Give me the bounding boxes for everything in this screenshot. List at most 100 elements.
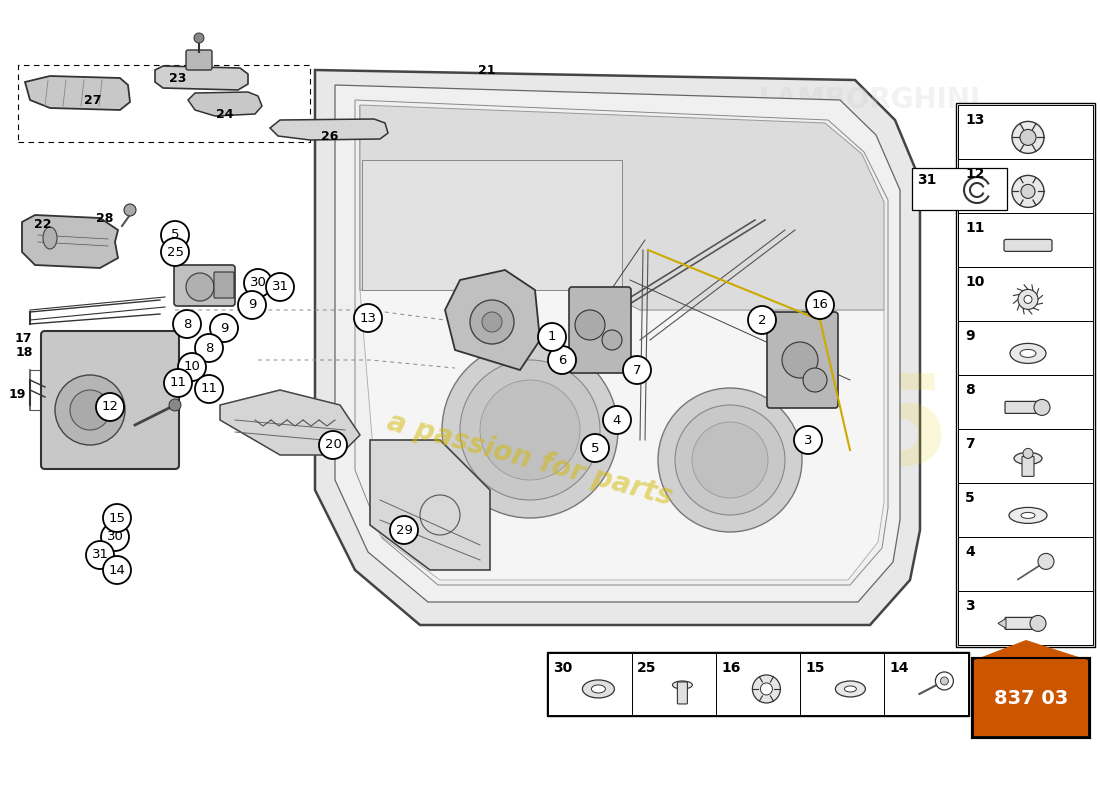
Circle shape <box>244 269 272 297</box>
Circle shape <box>623 356 651 384</box>
Bar <box>632 653 716 715</box>
Circle shape <box>803 368 827 392</box>
Circle shape <box>194 33 204 43</box>
Text: 13: 13 <box>965 113 985 127</box>
Text: 16: 16 <box>812 298 828 311</box>
Circle shape <box>760 683 772 695</box>
Circle shape <box>782 342 818 378</box>
Text: 2: 2 <box>758 314 767 326</box>
FancyBboxPatch shape <box>1022 456 1034 476</box>
Text: 31: 31 <box>917 173 936 187</box>
Ellipse shape <box>1010 343 1046 363</box>
Circle shape <box>238 291 266 319</box>
Bar <box>548 653 632 715</box>
Text: 9: 9 <box>220 322 228 334</box>
Bar <box>958 213 1093 267</box>
Circle shape <box>161 238 189 266</box>
Bar <box>547 652 969 716</box>
Bar <box>362 160 622 290</box>
Bar <box>884 653 968 715</box>
Ellipse shape <box>1021 512 1035 518</box>
Bar <box>958 105 1093 159</box>
Text: 9: 9 <box>248 298 256 311</box>
Text: 4: 4 <box>965 545 975 559</box>
Circle shape <box>794 426 822 454</box>
Circle shape <box>178 353 206 381</box>
Circle shape <box>548 346 576 374</box>
Text: 12: 12 <box>101 401 119 414</box>
Text: 8: 8 <box>205 342 213 354</box>
Text: 25: 25 <box>166 246 184 258</box>
Circle shape <box>210 314 238 342</box>
Text: 17: 17 <box>14 331 32 345</box>
Text: 12: 12 <box>965 167 985 181</box>
Text: 11: 11 <box>965 221 985 235</box>
FancyBboxPatch shape <box>174 265 235 306</box>
Text: 28: 28 <box>97 211 113 225</box>
FancyBboxPatch shape <box>186 50 212 70</box>
Bar <box>958 375 1093 429</box>
Polygon shape <box>360 105 884 310</box>
Text: 7: 7 <box>632 363 641 377</box>
Circle shape <box>480 380 580 480</box>
Text: 10: 10 <box>184 361 200 374</box>
Bar <box>912 168 1006 210</box>
FancyBboxPatch shape <box>767 312 838 408</box>
Text: 15: 15 <box>805 661 825 675</box>
Circle shape <box>538 323 566 351</box>
Polygon shape <box>270 119 388 140</box>
Circle shape <box>748 306 775 334</box>
Circle shape <box>806 291 834 319</box>
Text: 14: 14 <box>889 661 909 675</box>
Bar <box>958 267 1093 321</box>
Circle shape <box>101 523 129 551</box>
Bar <box>958 483 1093 537</box>
Circle shape <box>470 300 514 344</box>
Text: 7: 7 <box>965 437 975 451</box>
Text: 5: 5 <box>170 229 179 242</box>
Text: 14: 14 <box>109 563 125 577</box>
Text: 5: 5 <box>965 491 975 505</box>
Text: 8: 8 <box>965 383 975 397</box>
Ellipse shape <box>43 227 57 249</box>
Circle shape <box>1018 290 1038 310</box>
Circle shape <box>1034 399 1050 415</box>
Circle shape <box>550 347 576 373</box>
Polygon shape <box>370 440 490 570</box>
Polygon shape <box>188 92 262 116</box>
Circle shape <box>581 434 609 462</box>
Circle shape <box>195 375 223 403</box>
Circle shape <box>1020 130 1036 146</box>
Text: 30: 30 <box>107 530 123 543</box>
Text: 11: 11 <box>169 377 187 390</box>
Text: 1: 1 <box>548 330 557 343</box>
FancyBboxPatch shape <box>41 331 179 469</box>
FancyBboxPatch shape <box>1004 239 1052 251</box>
Circle shape <box>1030 615 1046 631</box>
Polygon shape <box>974 640 1088 736</box>
Circle shape <box>602 330 621 350</box>
Polygon shape <box>360 105 884 580</box>
Circle shape <box>390 516 418 544</box>
Circle shape <box>169 399 182 411</box>
Circle shape <box>675 405 785 515</box>
Ellipse shape <box>1020 350 1036 358</box>
Bar <box>958 429 1093 483</box>
Circle shape <box>161 221 189 249</box>
Ellipse shape <box>835 681 866 697</box>
FancyBboxPatch shape <box>214 272 234 298</box>
Text: 13: 13 <box>360 311 376 325</box>
Circle shape <box>603 406 631 434</box>
Text: 31: 31 <box>272 281 288 294</box>
Text: 11: 11 <box>200 382 218 395</box>
Text: 10: 10 <box>965 275 985 289</box>
Polygon shape <box>25 76 130 110</box>
Ellipse shape <box>592 685 605 693</box>
Text: 3: 3 <box>965 599 975 613</box>
Circle shape <box>1021 184 1035 198</box>
Circle shape <box>319 431 346 459</box>
Circle shape <box>86 541 114 569</box>
Circle shape <box>55 375 125 445</box>
Circle shape <box>103 556 131 584</box>
Bar <box>958 159 1093 213</box>
